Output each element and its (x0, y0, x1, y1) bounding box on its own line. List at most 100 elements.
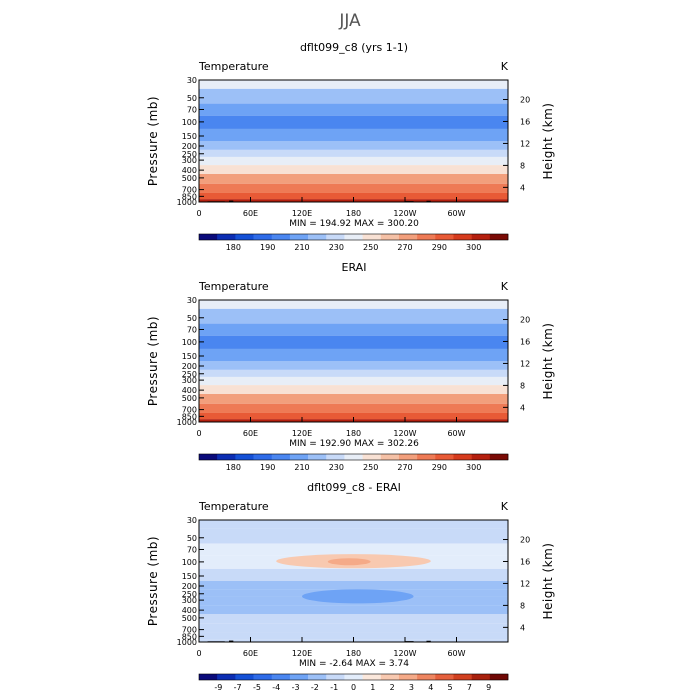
data-band (199, 149, 508, 157)
colorbar-swatch (380, 454, 400, 460)
colorbar-swatch (308, 454, 327, 460)
colorbar-swatch (199, 234, 218, 240)
y-tick-label: 30 (187, 296, 197, 305)
data-band (199, 605, 508, 615)
colorbar-label: 4 (428, 683, 433, 692)
colorbar-label: -9 (214, 683, 222, 692)
data-band (199, 568, 508, 581)
y-tick-label: 70 (187, 325, 197, 334)
colorbar-swatch (417, 234, 436, 240)
colorbar-swatch (289, 454, 309, 460)
y-tick-label: 150 (182, 572, 197, 581)
y-tick-label: 50 (187, 94, 197, 103)
colorbar-label: 250 (363, 243, 378, 252)
y2-tick-label: 16 (520, 337, 530, 346)
y2-tick-label: 12 (520, 579, 530, 588)
data-band (199, 543, 508, 556)
data-band (199, 128, 508, 141)
colorbar-swatch (326, 454, 345, 460)
colorbar-label: 180 (226, 463, 241, 472)
y-axis-title: Pressure (mb) (146, 536, 160, 626)
colorbar-label: 270 (397, 463, 412, 472)
colorbar-swatch (271, 674, 291, 680)
y2-axis-title: Height (km) (541, 103, 555, 180)
x-tick-label: 60E (243, 429, 258, 438)
panel-title: dflt099_c8 - ERAI (307, 481, 401, 494)
figure-title: JJA (338, 11, 361, 31)
colorbar-swatch (199, 454, 218, 460)
y2-tick-label: 8 (520, 381, 525, 390)
data-band (199, 103, 508, 116)
data-band (199, 528, 508, 544)
x-tick-label: 60W (447, 649, 465, 658)
colorbar-swatch (471, 454, 491, 460)
topography-mark (229, 200, 234, 202)
x-tick-label: 180 (346, 209, 361, 218)
data-band (199, 300, 508, 309)
y-tick-label: 70 (187, 105, 197, 114)
y-tick-label: 200 (182, 362, 197, 371)
colorbar-swatch (271, 454, 291, 460)
y-tick-label: 700 (182, 406, 197, 415)
right-label: K (501, 280, 509, 293)
y2-tick-label: 12 (520, 359, 530, 368)
y2-tick-label: 20 (520, 536, 530, 545)
data-band (199, 308, 508, 324)
colorbar-swatch (380, 234, 400, 240)
y-tick-label: 200 (182, 582, 197, 591)
y-axis-title: Pressure (mb) (146, 96, 160, 186)
x-tick-label: 180 (346, 649, 361, 658)
data-band (199, 165, 508, 175)
data-band (199, 115, 508, 129)
colorbar-label: 250 (363, 463, 378, 472)
data-band (199, 581, 508, 590)
data-band (199, 632, 508, 640)
y2-tick-label: 16 (520, 557, 530, 566)
x-tick-label: 60E (243, 649, 258, 658)
data-band (199, 141, 508, 150)
y-tick-label: 250 (182, 150, 197, 159)
x-tick-label: 180 (346, 429, 361, 438)
colorbar-swatch (380, 674, 400, 680)
colorbar-label: 5 (448, 683, 453, 692)
colorbar-label: 210 (294, 243, 309, 252)
left-label: Temperature (198, 280, 269, 293)
x-tick-label: 120W (393, 209, 416, 218)
data-band (199, 412, 508, 420)
colorbar-swatch (398, 454, 418, 460)
colorbar-swatch (217, 454, 236, 460)
colorbar-label: 190 (260, 463, 275, 472)
x-tick-label: 0 (196, 209, 201, 218)
stats-text: MIN = 192.90 MAX = 302.26 (289, 439, 419, 449)
y-tick-label: 850 (182, 192, 197, 201)
data-band (199, 348, 508, 361)
colorbar-swatch (289, 674, 309, 680)
y2-tick-label: 4 (520, 403, 525, 412)
y-tick-label: 100 (182, 338, 197, 347)
colorbar-swatch (235, 234, 254, 240)
colorbar-label: 290 (432, 243, 447, 252)
y-tick-label: 700 (182, 626, 197, 635)
colorbar-label: 1 (370, 683, 375, 692)
colorbar-frame (198, 233, 509, 241)
y-axis-title: Pressure (mb) (146, 316, 160, 406)
colorbar-swatch (326, 234, 345, 240)
y-tick-label: 300 (182, 596, 197, 605)
colorbar-label: -3 (292, 683, 300, 692)
colorbar-swatch (253, 234, 273, 240)
data-band (199, 156, 508, 166)
colorbar-swatch (435, 234, 454, 240)
y-tick-label: 700 (182, 186, 197, 195)
x-tick-label: 120W (393, 429, 416, 438)
colorbar-swatch (344, 674, 363, 680)
colorbar-swatch (435, 674, 454, 680)
colorbar-label: -1 (330, 683, 338, 692)
colorbar-swatch (235, 454, 254, 460)
y-tick-label: 500 (182, 394, 197, 403)
y-tick-label: 300 (182, 156, 197, 165)
y-tick-label: 30 (187, 516, 197, 525)
y-tick-label: 150 (182, 132, 197, 141)
y2-tick-label: 20 (520, 316, 530, 325)
y2-tick-label: 8 (520, 601, 525, 610)
